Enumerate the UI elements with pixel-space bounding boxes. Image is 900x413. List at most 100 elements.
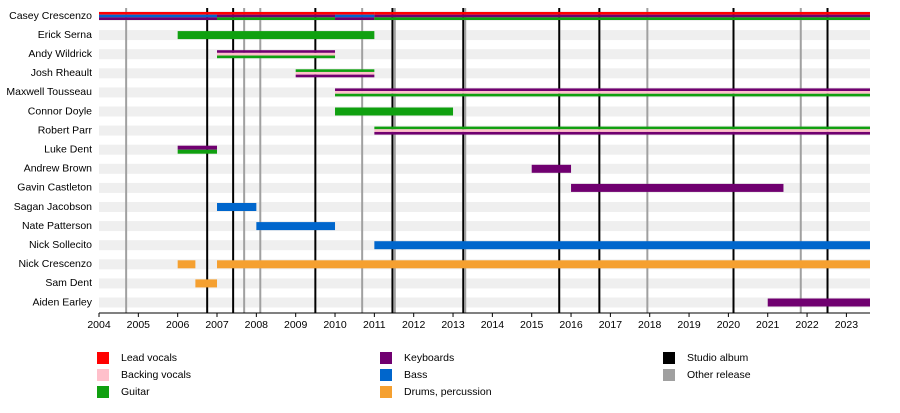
x-tick-label: 2005	[127, 319, 151, 331]
legend-label: Drums, percussion	[404, 386, 492, 398]
role-bar	[374, 131, 870, 135]
member-name: Andy Wildrick	[28, 48, 92, 60]
legend-label: Lead vocals	[121, 352, 177, 364]
legend-swatch	[97, 386, 109, 398]
member-name: Casey Crescenzo	[9, 10, 92, 22]
row-band	[99, 221, 870, 232]
x-tick-label: 2012	[402, 319, 426, 331]
role-bar	[374, 14, 870, 18]
legend-swatch	[663, 369, 675, 381]
x-tick-label: 2011	[363, 319, 386, 331]
member-name: Andrew Brown	[24, 163, 92, 175]
x-tick-label: 2023	[835, 319, 859, 331]
legend-swatch	[380, 352, 392, 364]
role-bar	[217, 260, 871, 269]
role-bar	[295, 74, 375, 78]
legend-label: Bass	[404, 369, 427, 381]
row-band	[99, 106, 870, 117]
member-name: Maxwell Tousseau	[6, 86, 92, 98]
role-bar	[335, 88, 871, 92]
role-bar	[217, 203, 257, 211]
role-bar	[217, 52, 336, 56]
x-tick-label: 2018	[638, 319, 662, 331]
member-name: Luke Dent	[44, 143, 92, 155]
row-band	[99, 144, 870, 155]
legend-label: Keyboards	[404, 352, 454, 364]
row-band	[99, 163, 870, 174]
member-name: Erick Serna	[38, 29, 92, 41]
role-bar	[335, 93, 871, 97]
member-name: Nate Patterson	[22, 220, 92, 232]
x-tick-label: 2022	[795, 319, 819, 331]
member-name: Aiden Earley	[32, 296, 92, 308]
legend-label: Studio album	[687, 352, 749, 364]
role-bar	[571, 183, 784, 192]
role-bar	[195, 279, 218, 288]
legend-label: Backing vocals	[121, 369, 191, 381]
role-bar	[374, 241, 870, 250]
row-band	[99, 182, 870, 193]
member-name: Sagan Jacobson	[14, 201, 92, 213]
member-name: Gavin Castleton	[17, 182, 92, 194]
x-tick-label: 2019	[677, 319, 701, 331]
role-bar	[217, 17, 336, 20]
member-name: Connor Doyle	[28, 105, 92, 117]
role-bar	[99, 17, 218, 20]
legend-label: Other release	[687, 369, 751, 381]
x-tick-label: 2006	[166, 319, 190, 331]
role-bar	[177, 145, 218, 150]
x-tick-label: 2007	[205, 319, 229, 331]
member-name: Nick Crescenzo	[18, 258, 92, 270]
role-bar	[335, 107, 454, 116]
legend-swatch	[380, 386, 392, 398]
role-bar	[177, 31, 375, 40]
x-tick-label: 2008	[245, 319, 269, 331]
row-band	[99, 30, 870, 41]
role-bar	[217, 14, 336, 18]
x-tick-label: 2021	[756, 319, 780, 331]
role-bar	[335, 91, 871, 94]
x-tick-label: 2013	[441, 319, 465, 331]
role-bar	[177, 149, 218, 154]
x-tick-label: 2020	[717, 319, 741, 331]
role-bar	[99, 14, 218, 18]
x-tick-label: 2009	[284, 319, 308, 331]
x-tick-label: 2004	[87, 319, 111, 331]
member-name: Sam Dent	[45, 277, 92, 289]
role-bar	[217, 55, 336, 59]
x-tick-label: 2015	[520, 319, 544, 331]
row-band	[99, 202, 870, 212]
legend-label: Guitar	[121, 386, 150, 398]
role-bar	[374, 12, 870, 15]
x-tick-label: 2017	[599, 319, 623, 331]
role-bar	[374, 129, 870, 132]
x-tick-label: 2016	[559, 319, 583, 331]
role-bar	[217, 12, 336, 15]
role-bar	[335, 17, 375, 20]
role-bar	[374, 126, 870, 130]
legend-swatch	[97, 352, 109, 364]
legend-swatch	[97, 369, 109, 381]
role-bar	[256, 222, 336, 231]
legend-swatch	[380, 369, 392, 381]
role-bar	[99, 12, 218, 15]
role-bar	[295, 71, 375, 75]
member-name: Nick Sollecito	[29, 239, 92, 251]
row-band	[99, 49, 870, 60]
role-bar	[374, 17, 870, 20]
x-tick-label: 2014	[481, 319, 505, 331]
role-bar	[335, 14, 375, 18]
role-bar	[767, 298, 870, 307]
role-bar	[531, 164, 572, 173]
legend-swatch	[663, 352, 675, 364]
role-bar	[335, 12, 375, 15]
role-bar	[217, 50, 336, 53]
member-name: Robert Parr	[38, 124, 93, 136]
role-bar	[295, 69, 375, 72]
member-name: Josh Rheault	[31, 67, 92, 79]
role-bar	[177, 260, 196, 269]
row-band	[99, 278, 870, 289]
x-tick-label: 2010	[323, 319, 347, 331]
row-band	[99, 68, 870, 79]
